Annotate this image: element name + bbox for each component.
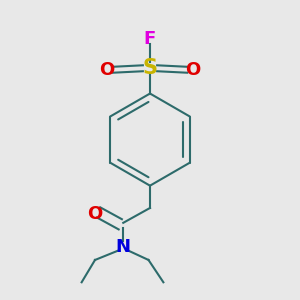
Text: F: F [144, 29, 156, 47]
Text: O: O [99, 61, 115, 79]
Text: O: O [87, 205, 103, 223]
Text: O: O [185, 61, 201, 79]
Text: N: N [116, 238, 131, 256]
Text: S: S [142, 58, 158, 78]
